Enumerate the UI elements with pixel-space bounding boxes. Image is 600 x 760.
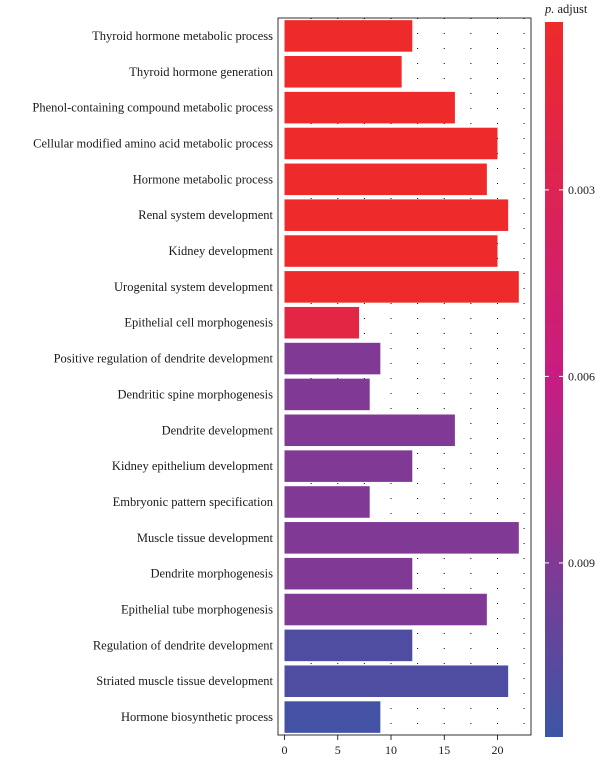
- category-label: Embryonic pattern specification: [113, 495, 274, 509]
- legend-colorbar: [545, 22, 563, 737]
- bar: [284, 486, 370, 518]
- bar: [284, 271, 519, 303]
- category-label: Renal system development: [138, 208, 273, 222]
- category-label: Epithelial cell morphogenesis: [124, 316, 273, 330]
- bar: [284, 414, 455, 447]
- bar: [284, 629, 413, 662]
- category-label: Muscle tissue development: [137, 531, 274, 545]
- bar: [284, 20, 413, 52]
- bar: [284, 306, 360, 339]
- category-label: Positive regulation of dendrite developm…: [54, 352, 274, 366]
- x-tick-label: 5: [335, 743, 341, 757]
- bar: [284, 127, 498, 160]
- x-tick-label: 0: [282, 743, 288, 757]
- color-legend: p. adjust 0.003 0.006 0.009: [544, 2, 595, 737]
- category-label: Kidney development: [169, 244, 274, 258]
- legend-tick-label: 0.003: [568, 183, 595, 197]
- category-labels: Thyroid hormone metabolic process Thyroid…: [32, 29, 273, 724]
- bar: [284, 593, 487, 626]
- bar: [284, 557, 413, 590]
- category-label: Dendrite morphogenesis: [150, 567, 273, 581]
- category-label: Phenol-containing compound metabolic pro…: [32, 101, 273, 115]
- bar: [284, 342, 381, 375]
- bars: [284, 20, 519, 733]
- category-label: Epithelial tube morphogenesis: [121, 603, 273, 617]
- legend-tick-label: 0.006: [568, 369, 595, 383]
- x-axis: 0 5 10 15 20: [282, 735, 504, 757]
- bar: [284, 378, 370, 411]
- category-label: Kidney epithelium development: [112, 459, 274, 473]
- x-tick-label: 20: [492, 743, 504, 757]
- category-label: Thyroid hormone generation: [129, 65, 273, 79]
- category-label: Thyroid hormone metabolic process: [92, 29, 273, 43]
- bar: [284, 91, 455, 124]
- bar: [284, 163, 487, 196]
- plot-grid: [310, 18, 525, 735]
- bar: [284, 56, 402, 88]
- category-label: Dendrite development: [162, 423, 274, 437]
- category-label: Regulation of dendrite development: [93, 638, 274, 652]
- legend-title: p. adjust: [544, 2, 588, 16]
- bar: [284, 199, 509, 231]
- x-tick-label: 10: [385, 743, 397, 757]
- category-label: Hormone biosynthetic process: [121, 710, 273, 724]
- category-label: Urogenital system development: [114, 280, 274, 294]
- category-label: Dendritic spine morphogenesis: [117, 387, 273, 401]
- bar: [284, 701, 381, 733]
- category-label: Hormone metabolic process: [133, 172, 273, 186]
- category-label: Cellular modified amino acid metabolic p…: [33, 136, 273, 150]
- legend-tick-label: 0.009: [568, 556, 595, 570]
- plot-panel: [277, 17, 532, 736]
- bar: [284, 235, 498, 267]
- bar: [284, 665, 509, 697]
- bar: [284, 522, 519, 554]
- x-tick-label: 15: [438, 743, 450, 757]
- bar: [284, 450, 413, 482]
- category-label: Striated muscle tissue development: [96, 674, 273, 688]
